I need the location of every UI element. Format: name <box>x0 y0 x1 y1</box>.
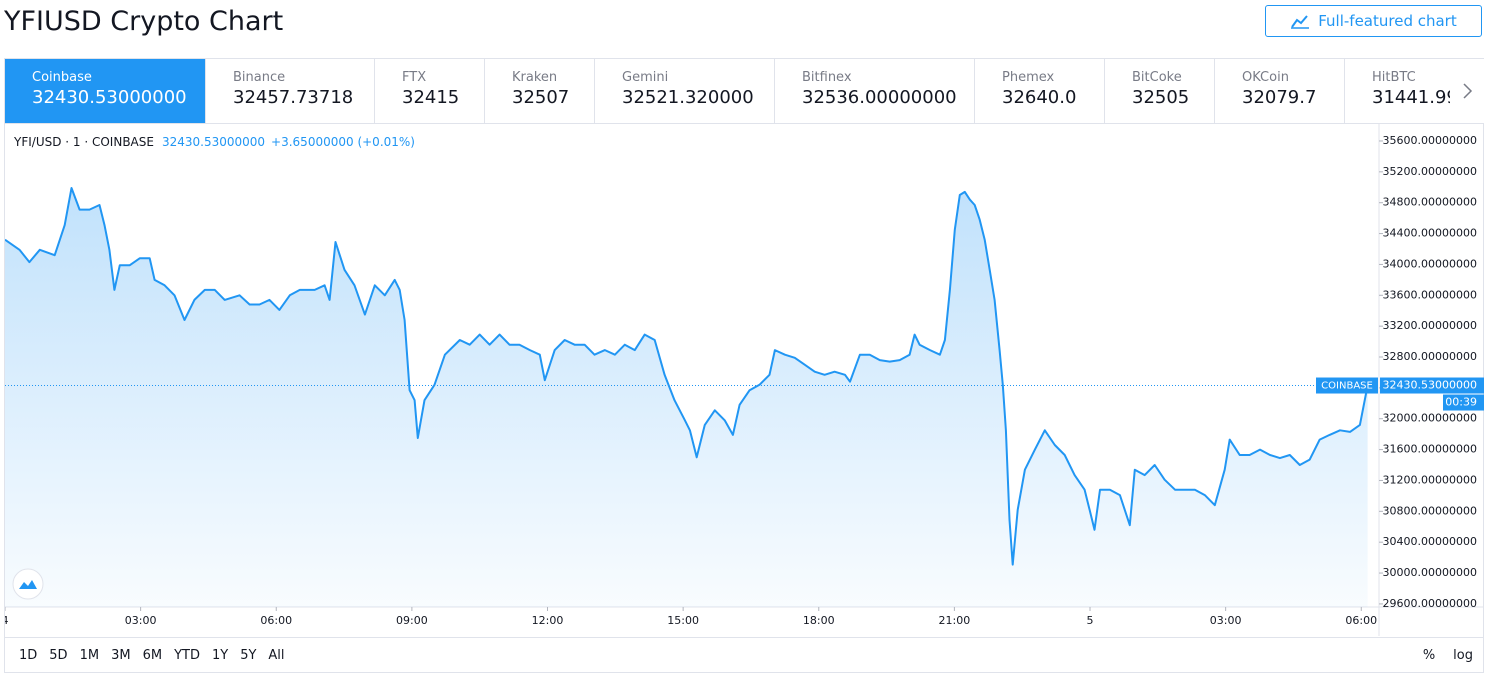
logo-circle <box>12 568 44 600</box>
y-tick-label: 32800.00000000 <box>1383 350 1477 363</box>
logo-mark <box>19 580 37 589</box>
exchange-tab[interactable]: Coinbase 32430.53000000 <box>5 59 206 123</box>
exchange-price: 32507 <box>512 87 570 108</box>
chart-icon <box>1291 15 1310 29</box>
range-button[interactable]: 1D <box>19 648 38 663</box>
area-fill <box>5 188 1368 607</box>
exchange-tab[interactable]: Binance 32457.73718 <box>206 59 375 123</box>
y-tick-label: 35200.00000000 <box>1383 165 1477 178</box>
exchange-name: Phemex <box>1002 70 1055 85</box>
legend: YFI/USD · 1 · COINBASE 32430.53000000 +3.6… <box>13 135 415 149</box>
last-price-label: 32430.53000000 <box>1383 379 1477 392</box>
exchange-tab[interactable]: FTX 32415 <box>375 59 485 123</box>
y-tick-label: 29600.00000000 <box>1383 597 1477 610</box>
y-tick-label: 30800.00000000 <box>1383 504 1477 517</box>
y-tick-label: 31600.00000000 <box>1383 443 1477 456</box>
x-tick-label: 21:00 <box>939 614 971 627</box>
y-tick-label: 34000.00000000 <box>1383 257 1477 270</box>
exchange-name: Kraken <box>512 70 558 85</box>
y-tick-label: 30400.00000000 <box>1383 535 1477 548</box>
y-tick-label: 34400.00000000 <box>1383 227 1477 240</box>
series-name-badge <box>1316 377 1378 394</box>
scale-buttons: % log <box>1423 648 1473 663</box>
countdown-badge <box>1443 394 1484 411</box>
countdown-label: 00:39 <box>1445 396 1477 409</box>
x-tick-label: 06:00 <box>260 614 292 627</box>
exchange-price: 32505 <box>1132 87 1190 108</box>
scale-button[interactable]: log <box>1453 648 1473 663</box>
bottom-toolbar: 1D 5D 1M 3M 6M YTD 1Y 5Y All% log <box>5 637 1483 673</box>
y-tick-label: 32000.00000000 <box>1383 412 1477 425</box>
exchange-tab[interactable]: Phemex 32640.0 <box>975 59 1105 123</box>
exchange-price: 31441.99 <box>1372 87 1458 108</box>
range-button[interactable]: 3M <box>111 648 131 663</box>
range-button[interactable]: 5Y <box>240 648 257 663</box>
exchange-tab[interactable]: Bitfinex 32536.00000000 <box>775 59 975 123</box>
exchange-tab[interactable]: Kraken 32507 <box>485 59 595 123</box>
legend-change: +3.65000000 (+0.01%) <box>271 135 415 149</box>
x-tick-label: 12:00 <box>532 614 564 627</box>
button-label: Full-featured chart <box>1318 12 1457 30</box>
y-tick-label: 31200.00000000 <box>1383 473 1477 486</box>
exchange-price: 32457.73718 <box>233 87 354 108</box>
y-tick-label: 35600.00000000 <box>1383 134 1477 147</box>
price-line <box>5 187 1369 566</box>
series-name-label: COINBASE <box>1321 381 1373 392</box>
exchange-tab[interactable]: HitBTC 31441.99 <box>1345 59 1483 123</box>
exchange-name: BitCoke <box>1132 70 1182 85</box>
x-tick-label: 03:00 <box>1210 614 1242 627</box>
x-tick-label: 03:00 <box>125 614 157 627</box>
scale-button[interactable]: % <box>1422 648 1436 663</box>
x-tick-label: 18:00 <box>803 614 835 627</box>
widget-frame <box>4 58 1484 673</box>
exchange-tab[interactable]: Gemini 32521.320000 <box>595 59 775 123</box>
arrow-icon <box>1463 83 1473 99</box>
exchange-price: 32415 <box>402 87 460 108</box>
exchange-name: OKCoin <box>1242 70 1289 85</box>
range-button[interactable]: 6M <box>142 648 163 663</box>
exchange-price: 32430.53000000 <box>32 87 187 108</box>
exchange-name: FTX <box>402 70 427 85</box>
legend-price: 32430.53000000 <box>162 135 265 149</box>
exchange-price: 32521.320000 <box>622 87 754 108</box>
exchange-name: Bitfinex <box>802 70 852 85</box>
y-tick-label: 30000.00000000 <box>1383 566 1477 579</box>
exchange-name: Gemini <box>622 70 669 85</box>
range-button[interactable]: 5D <box>49 648 68 663</box>
price-chart: 29600.00000000 30000.00000000 30400.000000… <box>5 124 1484 636</box>
exchange-name: Binance <box>233 70 286 85</box>
exchange-price: 32079.7 <box>1242 87 1317 108</box>
tv-logo[interactable] <box>12 568 44 600</box>
y-tick-label: 34800.00000000 <box>1383 196 1477 209</box>
exchange-name: Coinbase <box>32 70 92 85</box>
x-tick-label: 15:00 <box>667 614 699 627</box>
range-button[interactable]: 1Y <box>211 648 229 663</box>
x-tick-label: 4 <box>5 614 9 627</box>
exchange-tab[interactable]: BitCoke 32505 <box>1105 59 1215 123</box>
scroll-arrow[interactable] <box>1450 59 1484 123</box>
range-button[interactable]: YTD <box>174 648 200 663</box>
y-tick-label: 33600.00000000 <box>1383 288 1477 301</box>
exchange-price: 32640.0 <box>1002 87 1077 108</box>
exchange-price: 32536.00000000 <box>802 87 957 108</box>
last-price-badge <box>1380 377 1484 394</box>
page-title: YFIUSD Crypto Chart <box>4 6 284 37</box>
y-tick-label: 33200.00000000 <box>1383 319 1477 332</box>
x-tick-label: 06:00 <box>1345 614 1377 627</box>
exchange-tab[interactable]: OKCoin 32079.7 <box>1215 59 1345 123</box>
range-button[interactable]: 1M <box>79 648 100 663</box>
x-tick-label: 5 <box>1087 614 1094 627</box>
range-button[interactable]: All <box>268 648 285 663</box>
full-chart-button[interactable]: Full-featured chart <box>1265 5 1482 37</box>
exchange-tabs: Coinbase 32430.53000000 Binance 32457.73718… <box>5 59 1483 124</box>
exchange-name: HitBTC <box>1372 70 1416 85</box>
legend-symbol: YFI/USD · 1 · COINBASE <box>13 135 154 149</box>
x-tick-label: 09:00 <box>396 614 428 627</box>
